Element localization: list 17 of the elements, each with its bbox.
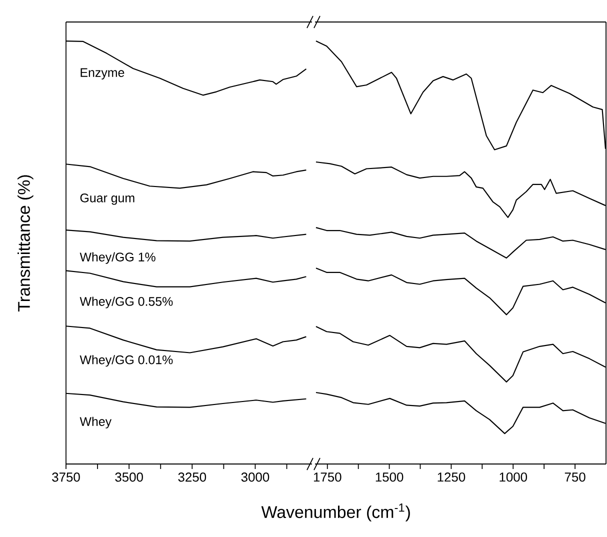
series-label: Whey [80, 416, 112, 428]
x-tick-label: 3000 [241, 472, 270, 482]
x-tick-label: 1750 [314, 472, 342, 482]
y-axis-title: Transmittance (%) [18, 175, 34, 312]
x-tick-label: 3750 [52, 472, 80, 482]
series-label: Whey/GG 1% [80, 252, 156, 264]
series-label: Whey/GG 0.55% [80, 296, 173, 308]
x-tick-label: 750 [564, 472, 586, 482]
series-label: Enzyme [80, 68, 124, 80]
x-tick-label: 1000 [500, 472, 528, 482]
x-tick-label: 3250 [178, 472, 206, 482]
series-label: Guar gum [80, 194, 134, 205]
x-tick-label: 1250 [438, 472, 466, 482]
x-tick-label: 1500 [376, 472, 404, 482]
x-tick-label: 3500 [115, 472, 143, 482]
series-label: Whey/GG 0.01% [80, 355, 173, 367]
x-axis-title: Wavenumber (cm$^{-1}$) [261, 504, 410, 522]
